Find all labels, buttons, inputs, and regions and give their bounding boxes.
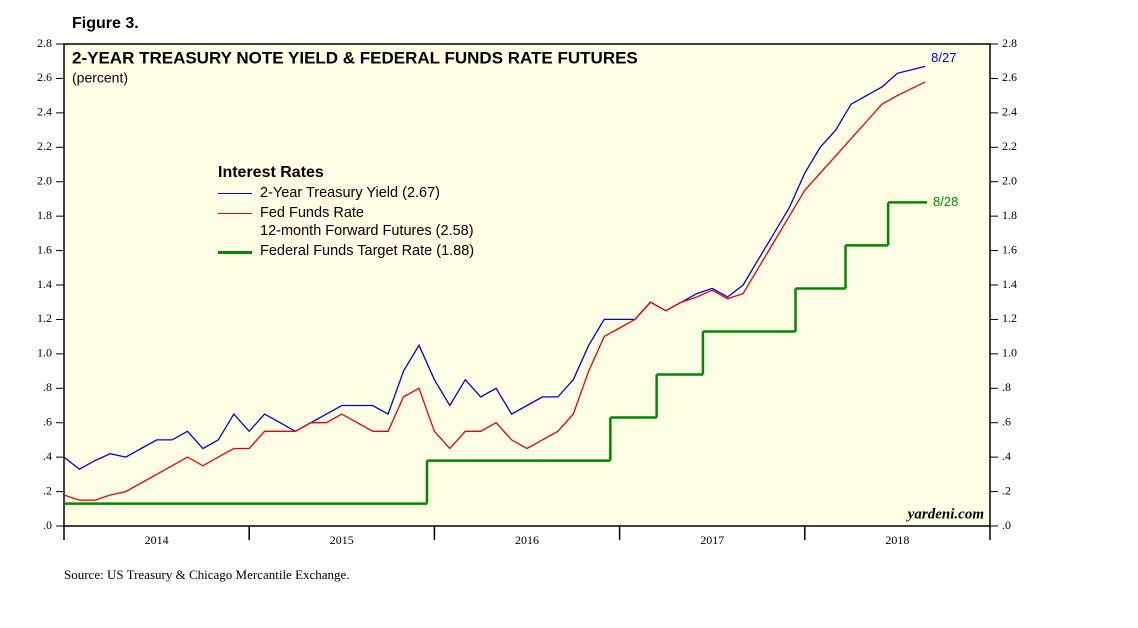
plot-area bbox=[63, 43, 991, 527]
y2-tick-label: 2.2 bbox=[1002, 139, 1017, 153]
y-tick-label: 2.8 bbox=[37, 36, 52, 50]
source-note: Source: US Treasury & Chicago Mercantile… bbox=[64, 567, 350, 582]
series-line bbox=[63, 81, 926, 501]
y-tick-label: 1.8 bbox=[37, 208, 52, 222]
y-tick-label: .0 bbox=[43, 518, 52, 532]
y2-tick-label: 2.8 bbox=[1002, 36, 1017, 50]
y2-tick-label: 1.4 bbox=[1002, 277, 1017, 291]
legend-entry: 2-Year Treasury Yield (2.67) bbox=[218, 184, 474, 202]
x-tick-label: 2014 bbox=[145, 533, 169, 547]
legend-title: Interest Rates bbox=[218, 164, 324, 181]
legend-label: 2-Year Treasury Yield (2.67) bbox=[260, 185, 441, 201]
x-tick-label: 2016 bbox=[515, 533, 539, 547]
y2-tick-label: .0 bbox=[1002, 518, 1011, 532]
y2-tick-label: 2.4 bbox=[1002, 105, 1017, 119]
end-label: 8/28 bbox=[933, 194, 958, 209]
legend-swatch bbox=[218, 193, 252, 194]
y-tick-label: 1.0 bbox=[37, 346, 52, 360]
legend-swatch bbox=[218, 213, 252, 214]
legend: Interest Rates 2-Year Treasury Yield (2.… bbox=[218, 164, 474, 262]
x-tick-label: 2017 bbox=[700, 533, 724, 547]
watermark: yardeni.com bbox=[906, 506, 984, 522]
y2-tick-label: 2.0 bbox=[1002, 173, 1017, 187]
end-label: 8/27 bbox=[931, 50, 956, 65]
y-tick-label: 2.2 bbox=[37, 139, 52, 153]
x-tick-label: 2015 bbox=[330, 533, 354, 547]
y-tick-label: 1.6 bbox=[37, 242, 52, 256]
y-tick-label: .8 bbox=[43, 380, 52, 394]
legend-entry: Fed Funds Rate 12-month Forward Futures … bbox=[218, 204, 474, 240]
chart-subtitle: (percent) bbox=[72, 70, 128, 86]
legend-swatch bbox=[218, 251, 252, 254]
y-tick-label: 1.4 bbox=[37, 277, 52, 291]
y-tick-label: .2 bbox=[43, 483, 52, 497]
series-line bbox=[63, 65, 926, 470]
legend-label: Fed Funds Rate 12-month Forward Futures … bbox=[260, 205, 474, 239]
y-tick-label: 2.4 bbox=[37, 105, 52, 119]
y-tick-label: .4 bbox=[43, 449, 52, 463]
chart-title: 2-YEAR TREASURY NOTE YIELD & FEDERAL FUN… bbox=[72, 48, 638, 67]
y2-tick-label: 1.8 bbox=[1002, 208, 1017, 222]
y-tick-label: 2.0 bbox=[37, 173, 52, 187]
y-tick-label: .6 bbox=[43, 414, 52, 428]
series bbox=[64, 201, 928, 505]
x-tick-label: 2018 bbox=[885, 533, 909, 547]
series bbox=[63, 81, 926, 501]
y2-tick-label: .2 bbox=[1002, 483, 1011, 497]
y2-tick-label: .8 bbox=[1002, 380, 1011, 394]
y2-tick-label: 2.6 bbox=[1002, 70, 1017, 84]
y-tick-label: 1.2 bbox=[37, 311, 52, 325]
figure-label: Figure 3. bbox=[72, 15, 139, 32]
legend-entry: Federal Funds Target Rate (1.88) bbox=[218, 242, 474, 260]
y2-tick-label: 1.2 bbox=[1002, 311, 1017, 325]
legend-label: Federal Funds Target Rate (1.88) bbox=[260, 243, 475, 259]
y2-tick-label: .6 bbox=[1002, 414, 1011, 428]
y2-tick-label: 1.0 bbox=[1002, 346, 1017, 360]
y2-tick-label: .4 bbox=[1002, 449, 1011, 463]
y-tick-label: 2.6 bbox=[37, 70, 52, 84]
series bbox=[63, 65, 926, 470]
y2-tick-label: 1.6 bbox=[1002, 242, 1017, 256]
